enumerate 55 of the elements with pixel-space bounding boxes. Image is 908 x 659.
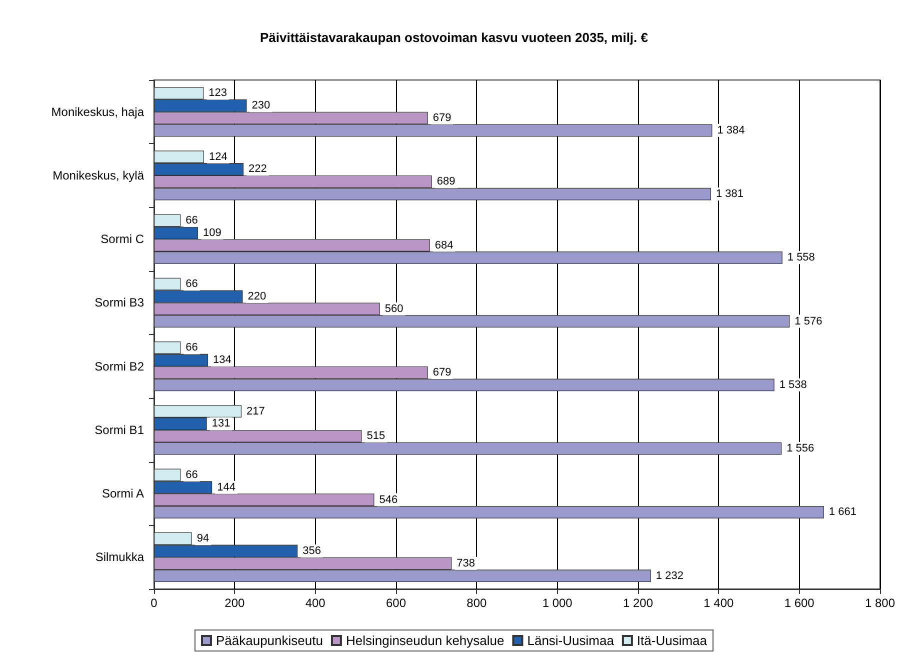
data-label: 546: [379, 494, 398, 506]
x-tick-label: 1 000: [542, 596, 573, 610]
data-label: 1 232: [656, 570, 684, 582]
data-label: 66: [186, 468, 198, 481]
y-tick-label: Sormi B3: [94, 296, 144, 310]
data-label: 66: [186, 342, 198, 354]
legend-label: Pääkaupunkiseutu: [216, 633, 323, 648]
data-label: 222: [248, 163, 267, 176]
x-tick-label: 600: [386, 596, 406, 610]
data-label: 560: [384, 302, 404, 315]
data-label: 679: [432, 112, 452, 124]
y-tick-label: Sormi C: [100, 232, 144, 246]
data-label: 684: [434, 239, 454, 252]
y-tick-label: Monikeskus, kylä: [52, 168, 144, 182]
data-label: 94: [196, 532, 210, 545]
data-label: 124: [209, 150, 228, 163]
data-label: 356: [302, 544, 321, 557]
data-label: 515: [366, 430, 386, 442]
data-label: 1 381: [716, 188, 744, 200]
y-tick-label: Sormi B2: [94, 359, 144, 374]
legend-label: Helsinginseudun kehysalue: [346, 633, 504, 648]
data-label: 1 384: [717, 124, 745, 136]
data-label: 217: [246, 405, 265, 418]
x-tick-label: 1 200: [622, 596, 654, 610]
y-tick-label: Sormi B1: [94, 422, 144, 437]
data-label: 66: [186, 278, 198, 290]
data-label: 230: [252, 100, 270, 112]
y-tick-label: Silmukka: [95, 550, 144, 564]
data-label: 679: [432, 366, 452, 379]
data-label: 123: [208, 87, 227, 100]
data-label: 1 538: [779, 378, 807, 391]
x-tick-label: 400: [305, 596, 326, 610]
data-label: 1 661: [828, 506, 856, 518]
data-label: 109: [202, 226, 222, 239]
x-tick-label: 1 800: [864, 596, 896, 610]
x-tick-label: 1 400: [704, 596, 734, 610]
legend-label: Itä-Uusimaa: [636, 633, 708, 648]
x-tick-label: 1 600: [784, 596, 815, 610]
data-label: 738: [456, 557, 476, 570]
y-tick-label: Sormi A: [102, 486, 144, 501]
x-tick-label: 0: [150, 596, 158, 610]
data-label: 66: [186, 214, 198, 226]
y-tick-label: Monikeskus, haja: [51, 104, 144, 119]
data-label: 131: [212, 418, 230, 430]
legend-label: Länsi-Uusimaa: [527, 633, 615, 648]
data-label: 220: [248, 290, 266, 302]
data-label: 1 576: [794, 315, 822, 328]
data-label: 144: [217, 481, 236, 494]
data-label: 134: [213, 354, 232, 366]
data-label: 1 558: [787, 252, 815, 264]
x-tick-label: 200: [224, 596, 245, 610]
data-label: 689: [436, 176, 456, 188]
data-label: 1 556: [786, 442, 814, 455]
chart-title: Päivittäistavarakaupan ostovoiman kasvu vuoteen 2035, milj. €: [260, 30, 648, 45]
x-tick-label: 800: [466, 596, 487, 610]
